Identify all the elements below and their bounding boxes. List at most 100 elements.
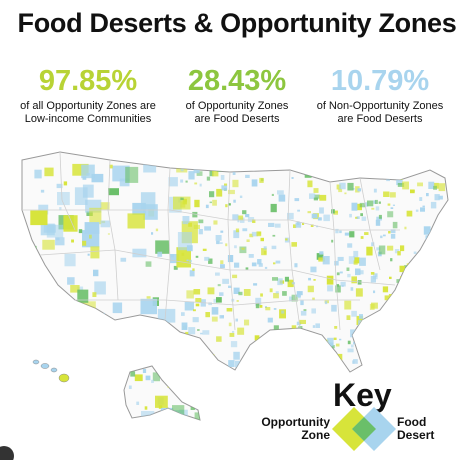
zone-patch (176, 378, 187, 387)
zone-patch (410, 165, 418, 175)
zone-patch (324, 301, 328, 305)
zone-patch (235, 360, 241, 368)
zone-patch (360, 236, 364, 239)
zone-patch (430, 201, 437, 209)
zone-patch (348, 168, 351, 170)
zone-patch (353, 341, 356, 345)
zone-patch (296, 294, 301, 297)
zone-patch (77, 289, 89, 303)
zone-patch (434, 363, 442, 371)
zone-patch (317, 341, 323, 346)
zone-patch (134, 374, 143, 382)
zone-patch (257, 259, 262, 265)
zone-patch (337, 256, 344, 261)
zone-patch (339, 271, 343, 274)
zone-patch (201, 370, 207, 378)
zone-patch (414, 336, 418, 339)
us-map (21, 151, 449, 421)
overlap-swatch (352, 417, 376, 441)
zone-patch (316, 253, 324, 260)
zone-patch (380, 235, 383, 239)
zone-patch (430, 296, 435, 300)
zone-patch (331, 357, 338, 362)
zone-patch (205, 312, 210, 318)
zone-patch (314, 194, 320, 199)
zone-patch (146, 296, 151, 299)
zone-patch (273, 293, 279, 299)
zone-patch (142, 368, 147, 373)
zone-patch (307, 180, 313, 188)
zone-patch (242, 228, 248, 232)
zone-patch (410, 189, 415, 194)
zone-patch (388, 231, 391, 234)
zone-patch (93, 269, 99, 277)
zone-patch (195, 303, 200, 307)
zone-patch (233, 351, 240, 360)
zone-patch (243, 289, 251, 296)
zone-patch (428, 181, 435, 189)
zone-patch (233, 230, 240, 239)
zone-patch (180, 179, 184, 183)
zone-patch (247, 350, 255, 360)
key-title: Key (333, 377, 392, 413)
zone-patch (443, 236, 448, 239)
zone-patch (336, 184, 341, 190)
zone-patch (265, 307, 271, 311)
zone-patch (90, 246, 100, 259)
zone-patch (410, 334, 415, 339)
zone-patch (334, 260, 339, 266)
zone-patch (400, 245, 405, 252)
zone-patch (213, 220, 218, 225)
zone-patch (247, 217, 255, 223)
zone-patch (78, 301, 96, 321)
zone-patch (56, 183, 63, 189)
zone-patch (350, 344, 354, 348)
zone-patch (232, 331, 235, 333)
zone-patch (319, 207, 324, 214)
zone-patch (192, 351, 199, 356)
zone-patch (198, 229, 203, 235)
zone-patch (335, 228, 339, 234)
zone-patch (373, 188, 377, 193)
zone-patch (386, 330, 389, 333)
zone-patch (216, 188, 223, 197)
zone-patch (416, 310, 421, 315)
zone-patch (232, 274, 238, 279)
zone-patch (30, 210, 48, 226)
zone-patch (434, 311, 439, 318)
zone-patch (424, 319, 428, 323)
zone-patch (331, 209, 335, 214)
zone-patch (258, 263, 263, 267)
zone-patch (274, 223, 281, 228)
zone-patch (326, 275, 334, 285)
zone-patch (284, 276, 289, 282)
zone-patch (128, 385, 132, 389)
zone-patch (310, 224, 314, 227)
zone-patch (273, 325, 279, 333)
zone-patch (379, 334, 383, 338)
zone-patch (245, 174, 250, 178)
zone-patch (376, 247, 381, 251)
zone-patch (428, 356, 434, 363)
zone-patch (188, 340, 192, 344)
zone-patch (356, 216, 360, 219)
zone-patch (151, 232, 154, 235)
zone-patch (224, 183, 228, 186)
key-label-opportunity-zone: Opportunity Zone (248, 416, 330, 442)
zone-patch (344, 300, 352, 310)
zone-patch (350, 329, 357, 338)
zone-patch (219, 315, 224, 319)
zone-patch (416, 279, 422, 286)
zone-patch (273, 350, 280, 355)
zone-patch (194, 182, 198, 185)
key-swatch (332, 407, 396, 451)
zone-patch (130, 371, 136, 377)
zone-patch (100, 202, 110, 210)
zone-patch (309, 193, 316, 199)
zone-patch (348, 256, 355, 264)
zone-patch (402, 274, 408, 281)
zone-patch (185, 331, 189, 336)
zone-patch (327, 285, 333, 292)
zone-patch (269, 288, 273, 293)
zone-patch (404, 265, 408, 268)
